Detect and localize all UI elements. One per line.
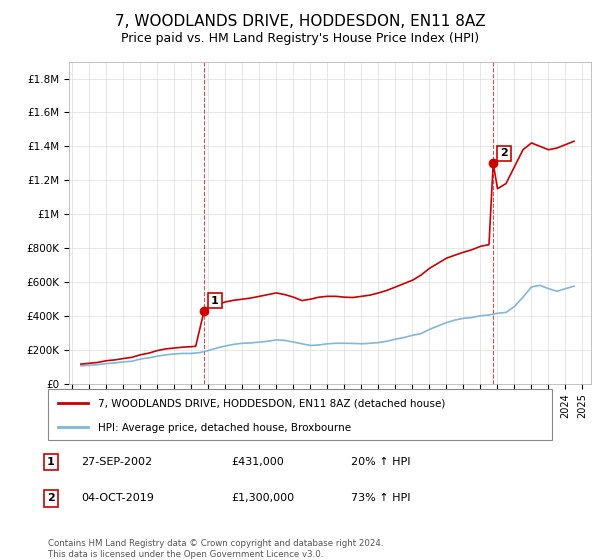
Text: 1: 1	[211, 296, 219, 306]
Text: HPI: Average price, detached house, Broxbourne: HPI: Average price, detached house, Brox…	[98, 422, 352, 432]
Text: 7, WOODLANDS DRIVE, HODDESDON, EN11 8AZ (detached house): 7, WOODLANDS DRIVE, HODDESDON, EN11 8AZ …	[98, 398, 446, 408]
Text: 20% ↑ HPI: 20% ↑ HPI	[351, 457, 410, 467]
Text: Price paid vs. HM Land Registry's House Price Index (HPI): Price paid vs. HM Land Registry's House …	[121, 32, 479, 45]
Text: 27-SEP-2002: 27-SEP-2002	[81, 457, 152, 467]
Text: 73% ↑ HPI: 73% ↑ HPI	[351, 493, 410, 503]
Text: 7, WOODLANDS DRIVE, HODDESDON, EN11 8AZ: 7, WOODLANDS DRIVE, HODDESDON, EN11 8AZ	[115, 14, 485, 29]
Text: £431,000: £431,000	[231, 457, 284, 467]
Text: 2: 2	[500, 148, 508, 158]
Text: 2: 2	[47, 493, 55, 503]
Text: 1: 1	[47, 457, 55, 467]
Text: 04-OCT-2019: 04-OCT-2019	[81, 493, 154, 503]
Text: Contains HM Land Registry data © Crown copyright and database right 2024.
This d: Contains HM Land Registry data © Crown c…	[48, 539, 383, 559]
Text: £1,300,000: £1,300,000	[231, 493, 294, 503]
